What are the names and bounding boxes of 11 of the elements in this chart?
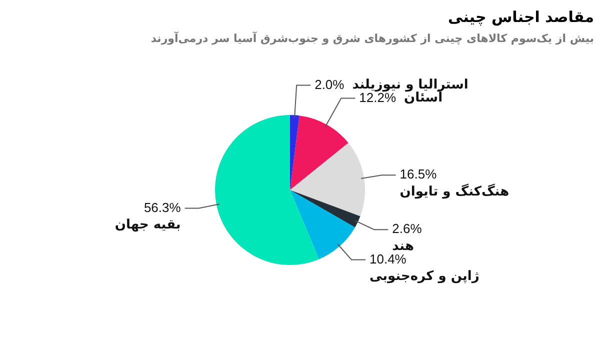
data-label: 2.0% [314, 76, 345, 92]
data-label: 2.6% [392, 221, 422, 236]
data-label: 10.4% [370, 251, 407, 266]
data-label: 16.5% [400, 166, 438, 182]
chart-title: مقاصد اجناس چینی [448, 8, 594, 26]
chart-subtitle: بیش از یک‌سوم کالاهای چینی از کشورهای شرق و جنوب‌شرق آسیا سر درمی‌آورند [150, 32, 594, 45]
slice-label: ژاپن و کره‌جنوبی [370, 269, 480, 284]
slice-label: هنگ‌کنگ و تایوان [400, 184, 510, 200]
slice-label: هند [392, 238, 414, 254]
data-label: 56.3% [144, 200, 182, 215]
slice-label: بقیه جهان [114, 218, 181, 233]
